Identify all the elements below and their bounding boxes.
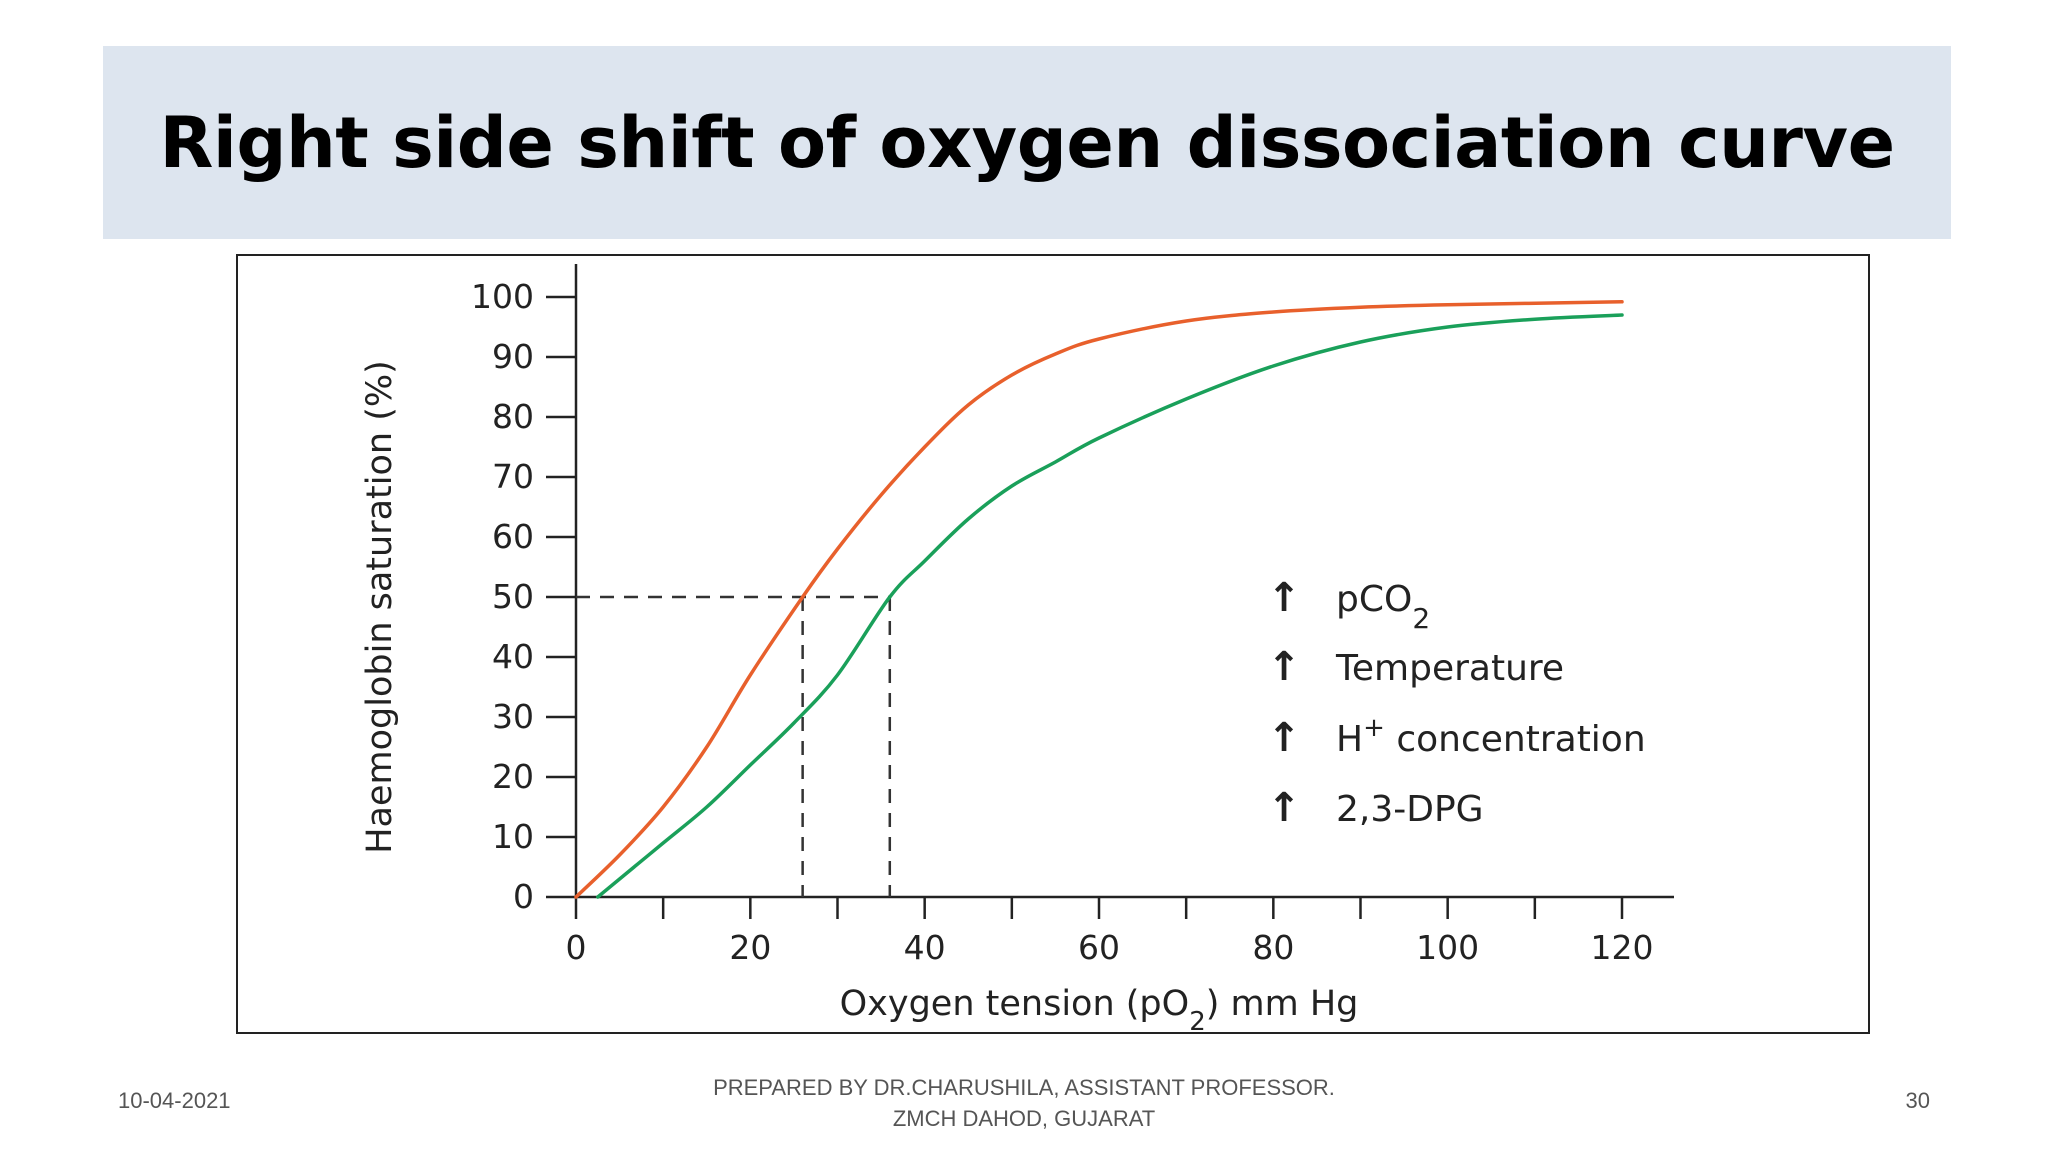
y-tick-label: 40 xyxy=(492,637,534,676)
y-tick-label: 20 xyxy=(492,757,534,796)
annotation-label: Temperature xyxy=(1335,648,1564,689)
y-tick-label: 60 xyxy=(492,517,534,556)
page-number: 30 xyxy=(1905,1088,1930,1113)
y-tick-label: 10 xyxy=(492,817,534,856)
x-tick-label: 40 xyxy=(904,928,946,967)
x-tick-label: 20 xyxy=(729,928,771,967)
annotation-label: 2,3-DPG xyxy=(1336,789,1484,830)
annotation-label: pCO2 xyxy=(1336,579,1430,635)
x-tick-label: 120 xyxy=(1591,928,1654,967)
x-tick-label: 0 xyxy=(566,928,587,967)
oxygen-dissociation-chart: 0 10 20 30 40 50 60 70 80 90 100 0 20 40 60 80 100 120 Oxy… xyxy=(360,264,1674,1032)
title-band xyxy=(103,46,1951,239)
chart-frame xyxy=(236,254,1870,1034)
series-line-2 xyxy=(596,313,1624,899)
footer-credit-line1: PREPARED BY DR.CHARUSHILA, ASSISTANT PRO… xyxy=(713,1075,1335,1100)
slide-title: Right side shift of oxygen dissociation … xyxy=(159,101,1895,184)
y-axis-label: Haemoglobin saturation (%) xyxy=(360,360,400,854)
y-tick-label: 100 xyxy=(471,277,534,316)
up-arrow-icon: ↑ xyxy=(1267,715,1301,761)
up-arrow-icon: ↑ xyxy=(1267,575,1301,621)
series-line-1 xyxy=(574,300,1624,899)
annotation-label: H+ concentration xyxy=(1336,713,1646,760)
footer-date: 10-04-2021 xyxy=(118,1088,231,1113)
up-arrow-icon: ↑ xyxy=(1267,785,1301,831)
y-tick-label: 50 xyxy=(492,577,534,616)
x-tick-label: 80 xyxy=(1252,928,1294,967)
y-tick-label: 70 xyxy=(492,457,534,496)
y-tick-label: 90 xyxy=(492,337,534,376)
x-tick-label: 100 xyxy=(1416,928,1479,967)
x-tick-label: 60 xyxy=(1078,928,1120,967)
y-tick-label: 0 xyxy=(513,877,534,916)
y-tick-label: 30 xyxy=(492,697,534,736)
footer-credit-line2: ZMCH DAHOD, GUJARAT xyxy=(892,1106,1156,1131)
y-tick-label: 80 xyxy=(492,397,534,436)
up-arrow-icon: ↑ xyxy=(1267,644,1301,690)
footer-credit: PREPARED BY DR.CHARUSHILA, ASSISTANT PRO… xyxy=(560,1072,1488,1134)
x-axis-label: Oxygen tension (pO2) mm Hg xyxy=(840,984,1359,1032)
